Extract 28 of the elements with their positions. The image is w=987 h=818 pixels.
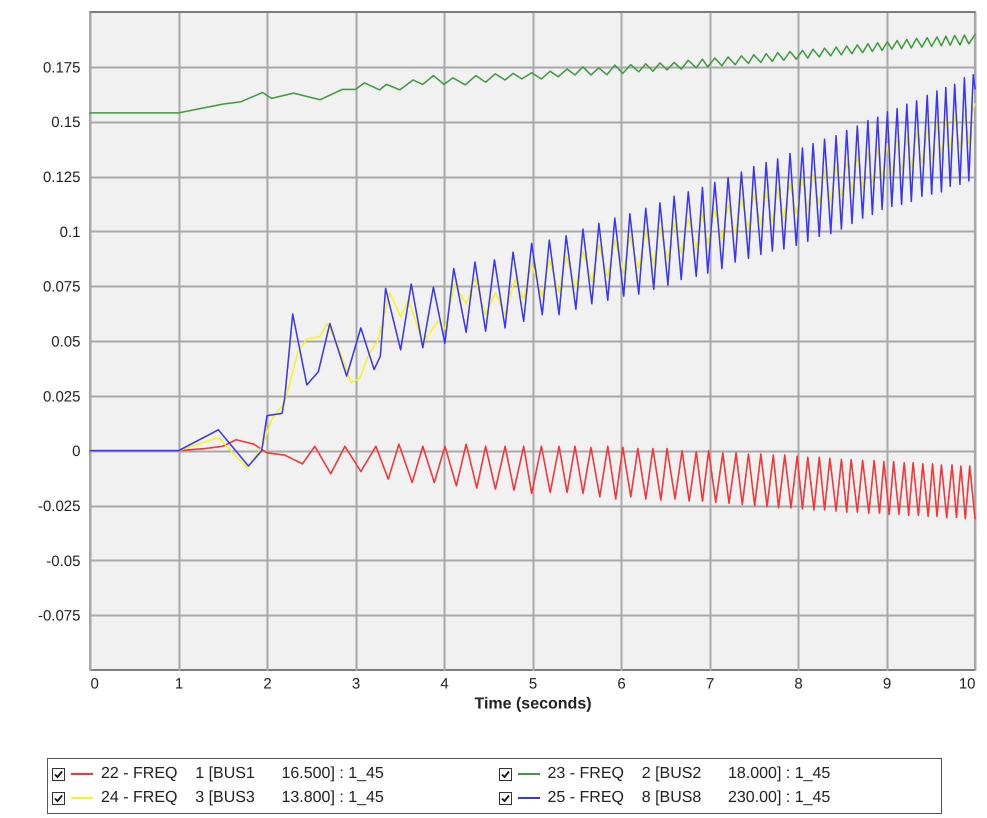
y-tick-label: -0.075 (38, 608, 80, 625)
legend-label: 24 - FREQ 3 [BUS3 13.800] : 1_45 (101, 789, 384, 807)
y-tick-label: 0.15 (51, 114, 80, 132)
x-tick-label: 7 (706, 676, 714, 692)
x-tick-label: 5 (528, 676, 538, 692)
y-tick-label: 0.025 (42, 388, 80, 406)
legend-label: 22 - FREQ 1 [BUS1 16.500] : 1_45 (101, 765, 384, 783)
line-series (89, 34, 976, 114)
y-tick-label: -0.025 (38, 498, 80, 515)
x-tick-label: 2 (263, 676, 272, 692)
x-tick-label: 9 (882, 676, 892, 692)
x-tick-label: 6 (617, 676, 626, 692)
x-tick-label: 0 (90, 676, 99, 692)
y-tick-label: 0.175 (42, 59, 80, 76)
y-tick-label: 0 (72, 443, 80, 460)
y-tick-label: 0.075 (42, 278, 80, 296)
x-tick-label: 4 (440, 676, 449, 692)
legend-label: 23 - FREQ 2 [BUS2 18.000] : 1_45 (548, 765, 830, 783)
x-tick-label: 1 (174, 676, 184, 692)
x-tick-label: 3 (352, 676, 360, 692)
x-tick-label: 10 (958, 676, 976, 692)
y-tick-label: 0.1 (60, 224, 80, 241)
y-tick-label: -0.05 (46, 552, 80, 570)
legend-label: 25 - FREQ 8 [BUS8 230.00] : 1_45 (548, 789, 830, 807)
x-tick-label: 8 (794, 676, 803, 692)
y-tick-label: 0.05 (51, 334, 80, 350)
y-tick-label: 0.125 (42, 169, 80, 186)
x-axis-title: Time (seconds) (474, 696, 592, 712)
